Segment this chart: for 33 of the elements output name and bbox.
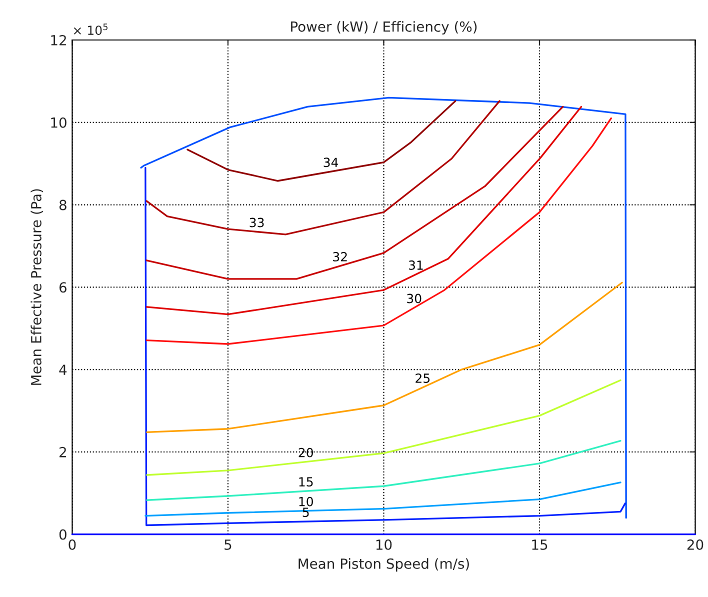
series-label: 10: [299, 496, 313, 506]
series-label: 33: [250, 218, 264, 228]
line-series: [146, 106, 564, 280]
x-tick-label: 0: [68, 539, 76, 550]
text: × 10$^{5}$: [74, 24, 108, 36]
x-axis-title: Mean Piston Speed (m/s): [298, 558, 469, 572]
series-label: 30: [407, 294, 422, 304]
x-tick-label: 10: [376, 539, 392, 550]
y-tick-label: 4: [59, 364, 67, 375]
x-tick-label: 5: [224, 540, 232, 550]
line-series: [146, 100, 500, 236]
y-tick-label: 10: [51, 117, 66, 128]
y-tick-label: 0: [59, 529, 66, 540]
y-tick-label: 8: [59, 200, 66, 210]
y-axis-title: Mean Effective Pressure (Pa): [30, 189, 44, 385]
series-label: 32: [333, 252, 347, 262]
y-tick-label: 6: [59, 282, 66, 293]
line-series: [140, 96, 627, 519]
y-tick-label: 2: [60, 446, 66, 458]
x-tick-label: 15: [532, 540, 548, 550]
line-series: [146, 282, 623, 433]
chart-title: Power (kW) / Efficiency (%): [291, 21, 477, 35]
series-label: 34: [324, 158, 338, 168]
series-label: 20: [298, 448, 313, 458]
line-series: [146, 117, 612, 345]
series-label: 15: [299, 477, 313, 487]
series-label: 25: [416, 374, 430, 383]
y-tick-label: 12: [51, 34, 66, 46]
line-series: [144, 166, 626, 526]
series-label: 31: [408, 260, 423, 270]
line-series: [146, 106, 582, 316]
x-tick-label: 20: [687, 539, 704, 550]
line-series: [186, 100, 456, 182]
